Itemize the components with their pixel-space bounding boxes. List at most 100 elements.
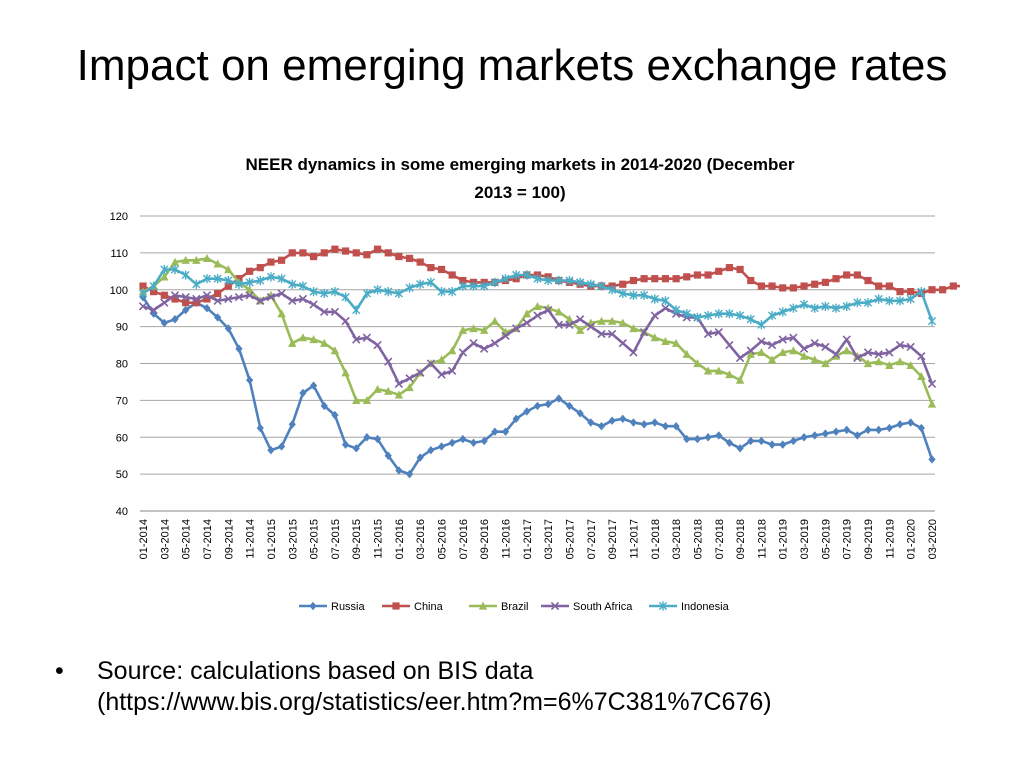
point-russia-64 (821, 429, 829, 438)
y-tick-label-100: 100 (110, 285, 128, 297)
point-china-28 (437, 265, 446, 274)
point-russia-33 (491, 427, 499, 436)
point-brazil-72 (906, 360, 915, 369)
point-russia-57 (747, 436, 755, 446)
y-tick-label-60: 60 (116, 432, 128, 444)
point-china-49 (661, 275, 670, 283)
point-south-africa-47 (639, 327, 649, 337)
point-brazil-56 (735, 375, 745, 384)
x-tick-label-11-2015: 11-2015 (373, 519, 385, 559)
point-brazil-3 (170, 257, 180, 266)
point-brazil-10 (245, 285, 254, 294)
chart-container: NEER dynamics in some emerging markets i… (80, 140, 960, 630)
point-russia-65 (832, 427, 840, 436)
point-brazil-63 (810, 355, 819, 364)
x-tick-label-11-2014: 11-2014 (245, 519, 257, 559)
point-russia-25 (405, 469, 414, 479)
point-south-africa-1 (149, 305, 158, 315)
legend-label-indonesia: Indonesia (681, 601, 730, 613)
point-brazil-5 (192, 255, 201, 264)
point-china-23 (384, 249, 392, 257)
point-china-19 (341, 247, 350, 255)
x-tick-label-07-2015: 07-2015 (330, 519, 342, 559)
point-indonesia-57 (746, 314, 755, 324)
point-china-22 (373, 245, 382, 253)
point-china-51 (683, 273, 691, 281)
point-south-africa-30 (458, 348, 468, 357)
point-russia-18 (331, 410, 339, 420)
point-indonesia-52 (693, 312, 702, 323)
point-south-africa-0 (138, 302, 148, 311)
point-indonesia-32 (480, 281, 489, 291)
point-south-africa-22 (373, 340, 382, 350)
point-russia-29 (448, 438, 456, 447)
point-indonesia-53 (703, 310, 713, 321)
point-south-africa-4 (181, 292, 190, 302)
point-indonesia-40 (565, 275, 574, 286)
point-south-africa-6 (202, 291, 212, 300)
point-russia-69 (875, 425, 883, 435)
point-russia-26 (416, 453, 424, 462)
slide-title: Impact on emerging markets exchange rate… (76, 41, 948, 90)
point-indonesia-67 (853, 298, 862, 308)
point-china-18 (331, 245, 339, 253)
point-south-africa-63 (810, 339, 819, 348)
x-tick-label-05-2014: 05-2014 (181, 519, 193, 559)
point-brazil-13 (277, 309, 286, 318)
point-china-61 (789, 284, 797, 292)
point-china-14 (288, 249, 296, 257)
point-russia-4 (182, 305, 190, 315)
point-indonesia-2 (160, 264, 169, 275)
point-south-africa-46 (629, 348, 638, 357)
point-china-76 (949, 282, 957, 290)
point-indonesia-42 (586, 279, 595, 289)
point-indonesia-50 (672, 305, 681, 315)
point-china-64 (821, 278, 829, 286)
point-russia-8 (224, 324, 232, 333)
point-south-africa-3 (170, 291, 180, 300)
point-russia-74 (928, 455, 936, 464)
point-china-65 (832, 275, 840, 283)
x-tick-label-09-2016: 09-2016 (479, 519, 491, 559)
point-russia-52 (693, 434, 702, 444)
point-south-africa-26 (416, 368, 425, 377)
point-brazil-15 (298, 333, 308, 342)
point-south-africa-12 (266, 292, 276, 302)
legend-label-south-africa: South Africa (573, 601, 633, 613)
point-indonesia-22 (373, 285, 382, 295)
point-south-africa-45 (618, 339, 627, 348)
point-south-africa-57 (746, 346, 755, 355)
point-china-1 (150, 287, 158, 296)
point-russia-32 (480, 436, 488, 446)
point-russia-68 (864, 425, 872, 435)
point-russia-30 (459, 434, 467, 444)
point-indonesia-43 (597, 281, 606, 291)
point-south-africa-72 (906, 342, 915, 352)
point-russia-60 (779, 440, 787, 449)
point-china-29 (448, 271, 456, 279)
point-south-africa-73 (917, 351, 926, 361)
point-indonesia-10 (245, 277, 254, 287)
legend-marker-china (392, 602, 400, 610)
point-brazil-50 (671, 338, 681, 347)
point-indonesia-16 (309, 286, 318, 297)
point-russia-48 (651, 418, 659, 427)
point-indonesia-61 (789, 303, 798, 313)
point-south-africa-49 (661, 304, 670, 313)
point-russia-31 (469, 438, 478, 447)
point-russia-47 (640, 420, 648, 429)
point-china-0 (139, 282, 147, 290)
point-south-africa-38 (543, 305, 553, 315)
point-russia-49 (661, 421, 670, 431)
point-brazil-24 (394, 390, 404, 399)
point-china-72 (907, 287, 915, 296)
x-tick-label-03-2017: 03-2017 (543, 519, 555, 559)
point-south-africa-59 (767, 340, 777, 350)
point-brazil-33 (490, 316, 500, 325)
point-brazil-30 (458, 325, 468, 334)
point-brazil-61 (789, 346, 798, 355)
point-brazil-74 (927, 399, 937, 408)
point-indonesia-24 (394, 288, 403, 299)
point-brazil-71 (895, 357, 905, 366)
point-china-5 (192, 299, 200, 307)
